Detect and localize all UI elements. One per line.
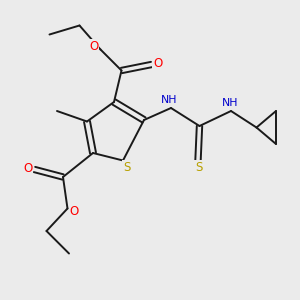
Text: S: S <box>195 160 202 174</box>
Text: O: O <box>89 40 98 53</box>
Text: O: O <box>23 161 32 175</box>
Text: S: S <box>123 160 130 174</box>
Text: O: O <box>153 56 162 70</box>
Text: NH: NH <box>222 98 239 108</box>
Text: NH: NH <box>161 94 178 105</box>
Text: O: O <box>70 205 79 218</box>
